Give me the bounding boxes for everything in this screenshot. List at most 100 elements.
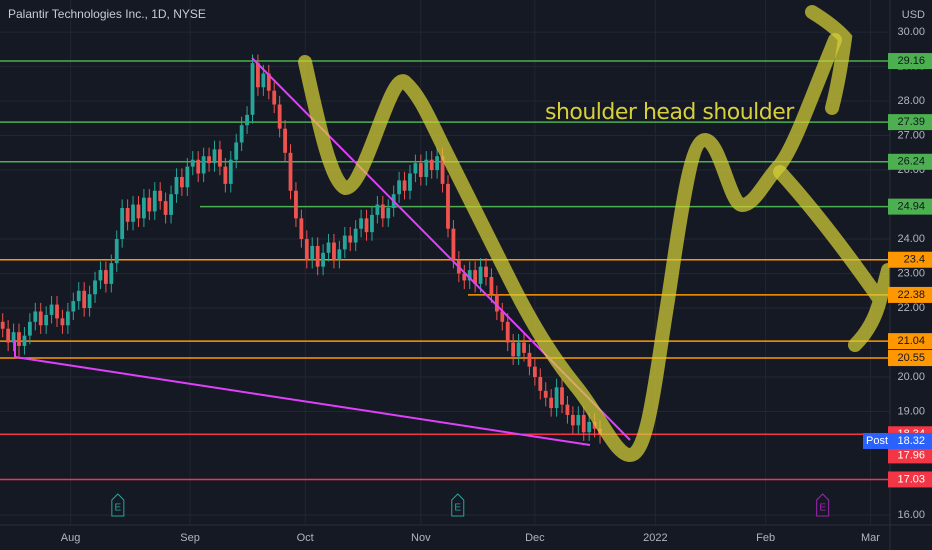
drawings [14,5,895,462]
candle-body [103,270,108,284]
candle-body [310,245,315,260]
candle-body [245,114,249,126]
candle-body [190,159,195,167]
candle-body [359,218,364,229]
candle-body [451,228,456,260]
candle-body [283,128,287,153]
candle-body [212,149,217,164]
candle-body [114,239,119,264]
candle-body [565,404,570,415]
candle-body [223,166,228,184]
candle-body [125,207,130,222]
candle-body [505,321,510,343]
level-label: 26.24 [897,156,925,168]
candle-body [169,194,173,215]
x-tick-label: Feb [756,532,775,544]
candle-body [321,252,325,267]
candle-body [538,377,543,391]
candle-body [218,149,222,167]
candle-body [380,204,385,219]
candle-body [0,321,5,329]
candle-body [370,214,374,233]
time-axis-background [0,525,932,550]
level-label: 27.39 [897,116,925,128]
candle-body [141,197,146,219]
candle-body [6,328,11,343]
post-price: 18.32 [897,435,925,447]
x-tick-label: Mar [861,532,880,544]
candle-body [87,294,92,309]
x-tick-label: Dec [525,532,545,544]
chart-title: Palantir Technologies Inc., 1D, NYSE [8,7,206,21]
level-label-box [888,251,932,268]
candle-body [201,156,206,174]
candle-body [522,342,526,353]
level-label-box [888,286,932,303]
y-tick-label: 27.00 [897,129,925,141]
candle-body [288,152,293,191]
post-price-box [888,432,932,449]
event-label: E [454,503,461,514]
candle-body [587,421,592,433]
level-label: 22.38 [897,289,925,301]
candle-body [250,63,255,115]
candle-body [180,176,184,188]
candle-body [261,73,266,88]
level-label-box [888,471,932,488]
candle-body [185,166,190,188]
candle-body [435,156,440,171]
candle-body [375,204,380,215]
candle-body [228,159,233,184]
level-label-box [888,114,932,131]
y-tick-label: 30.00 [897,26,925,38]
y-tick-label: 19.00 [897,405,925,417]
candle-body [76,290,81,302]
candle-body [484,266,488,277]
y-tick-label: 22.00 [897,302,925,314]
level-label: 23.4 [904,254,925,266]
level-label-box [888,350,932,367]
candle-body [109,263,114,284]
candle-body [22,335,27,346]
level-label-box [888,447,932,464]
y-tick-label: 23.00 [897,267,925,279]
candle-body [93,280,97,295]
level-label-box [888,333,932,350]
y-tick-label: 28.00 [897,95,925,107]
event-marker [111,493,125,517]
level-label-box [888,198,932,215]
event-label: E [114,503,121,514]
candle-body [397,180,402,195]
level-label: 17.03 [897,473,925,485]
candle-body [570,414,575,426]
candle-body [554,387,559,409]
candle-body [581,414,586,433]
level-label: 24.94 [897,201,925,213]
candle-body [576,414,581,426]
candle-body [527,352,532,367]
candle-body [33,311,38,322]
candle-body [543,390,548,398]
candle-body [429,159,434,171]
candle-body [402,180,407,191]
candle-body [207,156,211,164]
candle-body [418,163,423,177]
candle-body [136,204,141,219]
post-label-box [863,432,891,449]
candle-body [147,197,152,212]
candle-body [337,249,342,260]
candle-body [478,266,483,284]
candle-body [473,270,478,284]
candle-body [196,159,201,174]
candle-body [386,207,391,219]
x-tick-label: 2022 [643,532,667,544]
candle-body [560,387,564,405]
event-marker [816,493,830,517]
candle-body [500,311,505,322]
candle-body [446,183,450,229]
candle-body [489,276,494,295]
candle-body [239,125,244,143]
trendline [14,356,591,446]
